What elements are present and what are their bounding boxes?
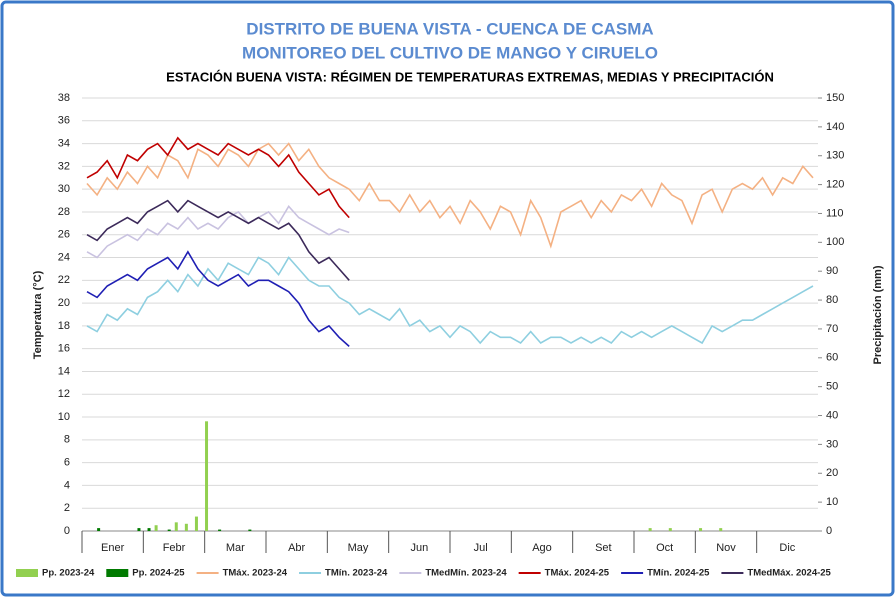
y2-tick-label: 0 <box>826 525 832 537</box>
series-line <box>86 204 350 259</box>
y-tick-label: 32 <box>58 160 70 172</box>
legend-label: TMín. 2024-25 <box>647 568 710 579</box>
legend-swatch <box>106 569 129 577</box>
y-tick-label: 4 <box>64 479 70 491</box>
legend-label: TMedMín. 2023-24 <box>425 568 507 579</box>
y-tick-label: 36 <box>58 115 70 127</box>
legend-swatch <box>16 569 38 577</box>
precip-bar <box>154 525 158 531</box>
y-tick-label: 22 <box>58 274 70 286</box>
legend-label: Pp. 2024-25 <box>132 568 185 579</box>
precip-bar <box>147 528 151 531</box>
y2-tick-label: 140 <box>826 121 844 133</box>
x-tick-label: Jul <box>474 542 488 554</box>
y-tick-label: 14 <box>58 365 70 377</box>
y2-tick-label: 50 <box>826 381 838 393</box>
y2-tick-label: 20 <box>826 467 838 479</box>
y-tick-label: 10 <box>58 411 70 423</box>
series-line <box>86 256 814 345</box>
series-line <box>86 142 814 249</box>
chart-title: DISTRITO DE BUENA VISTA - CUENCA DE CASM… <box>246 19 653 38</box>
y-tick-label: 16 <box>58 343 70 355</box>
precip-bar <box>668 528 672 531</box>
precip-bar <box>174 522 178 531</box>
y2-tick-label: 100 <box>826 236 844 248</box>
chart-heading: ESTACIÓN BUENA VISTA: RÉGIMEN DE TEMPERA… <box>166 69 774 84</box>
x-tick-label: Ago <box>532 542 552 554</box>
y2-tick-label: 120 <box>826 179 844 191</box>
y-tick-label: 24 <box>58 251 70 263</box>
chart-subtitle: MONITOREO DEL CULTIVO DE MANGO Y CIRUELO <box>242 43 658 62</box>
precip-bar <box>137 528 141 531</box>
y-tick-label: 30 <box>58 183 70 195</box>
y2-tick-label: 110 <box>826 207 844 219</box>
legend-label: TMín. 2023-24 <box>325 568 388 579</box>
precip-bar <box>167 529 171 531</box>
x-tick-label: Dic <box>779 542 795 554</box>
x-tick-label: Mar <box>226 542 245 554</box>
y-tick-label: 26 <box>58 229 70 241</box>
legend-label: TMedMáx. 2024-25 <box>747 568 831 579</box>
y-tick-label: 2 <box>64 502 70 514</box>
y2-axis-title: Precipitación (mm) <box>872 265 884 364</box>
y2-tick-label: 10 <box>826 496 838 508</box>
x-tick-label: Abr <box>288 542 305 554</box>
y-tick-label: 6 <box>64 457 70 469</box>
y2-tick-label: 130 <box>826 150 844 162</box>
y-tick-label: 8 <box>64 434 70 446</box>
precip-bar <box>648 528 652 531</box>
precip-bar <box>699 528 703 531</box>
series-line <box>86 199 350 281</box>
y2-tick-label: 30 <box>826 438 838 450</box>
legend-label: TMáx. 2023-24 <box>223 568 288 579</box>
x-tick-label: Jun <box>410 542 428 554</box>
y-axis-title: Temperatura (°C) <box>32 270 44 359</box>
precip-bar <box>184 523 188 531</box>
y2-tick-label: 60 <box>826 352 838 364</box>
precip-bar <box>719 528 723 531</box>
series-line <box>86 136 350 219</box>
precip-bar <box>97 528 101 531</box>
x-tick-label: Oct <box>656 542 673 554</box>
x-tick-label: Nov <box>716 542 736 554</box>
y-tick-label: 18 <box>58 320 70 332</box>
x-tick-label: Set <box>595 542 612 554</box>
y2-tick-label: 70 <box>826 323 838 335</box>
y2-tick-label: 80 <box>826 294 838 306</box>
y-tick-label: 38 <box>58 92 70 104</box>
x-tick-label: Febr <box>163 542 186 554</box>
x-tick-label: May <box>348 542 369 554</box>
y-tick-label: 20 <box>58 297 70 309</box>
y2-tick-label: 150 <box>826 92 844 104</box>
y-tick-label: 28 <box>58 206 70 218</box>
series-line <box>86 250 350 347</box>
y-tick-label: 0 <box>64 525 70 537</box>
legend-label: TMáx. 2024-25 <box>545 568 610 579</box>
x-tick-label: Ener <box>101 542 125 554</box>
precip-bar <box>194 516 198 531</box>
legend-label: Pp. 2023-24 <box>42 568 95 579</box>
precip-bar <box>248 529 252 531</box>
precip-bar <box>205 421 209 531</box>
y-tick-label: 34 <box>58 137 70 149</box>
y2-tick-label: 40 <box>826 409 838 421</box>
y2-tick-label: 90 <box>826 265 838 277</box>
y-tick-label: 12 <box>58 388 70 400</box>
precip-bar <box>218 529 222 531</box>
